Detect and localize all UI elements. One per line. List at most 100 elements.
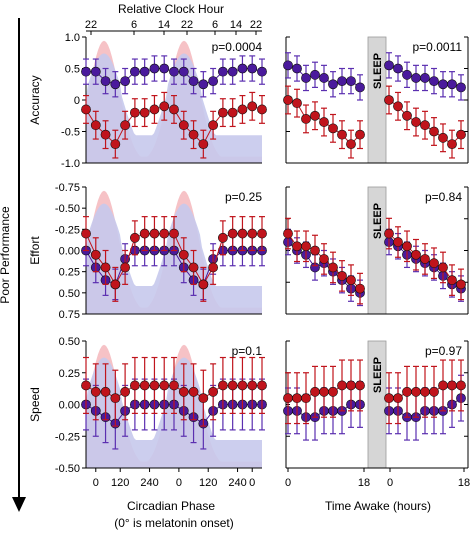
blue-series-point [319, 73, 329, 83]
top-tick-label: 22 [250, 19, 262, 31]
red-series-point [120, 120, 131, 131]
red-series-point [438, 132, 448, 143]
blue-series-point [227, 66, 238, 77]
red-series-point [208, 120, 219, 131]
red-series-point [178, 120, 189, 131]
y-tick-label: 0.25 [59, 368, 80, 380]
top-tick-label: 14 [158, 19, 170, 31]
top-tick-label: 22 [181, 19, 193, 31]
y-tick-label: -0.75 [55, 182, 80, 194]
red-series-point [188, 129, 199, 140]
x-tick-label: 0 [93, 477, 99, 489]
red-series-point [393, 237, 403, 247]
sleep-label: SLEEP [372, 357, 384, 393]
red-series-point [90, 386, 101, 397]
blue-series-point [237, 63, 248, 74]
red-series-point [178, 249, 189, 260]
red-series-point [247, 380, 258, 391]
y-tick-label: -0.25 [55, 224, 80, 236]
red-series-point [100, 129, 111, 140]
red-series-point [346, 380, 356, 391]
blue-series-point [447, 79, 457, 90]
right-x-axis-title: Time Awake (hours) [325, 499, 431, 513]
blue-series-point [328, 79, 338, 90]
blue-series-point [346, 76, 356, 86]
y-tick-label: -0.50 [55, 463, 80, 475]
x-tick-label: 240 [140, 477, 158, 489]
blue-series-point [337, 76, 347, 86]
top-clock-axis: 22 6 14 22 6 14 22 [85, 19, 262, 35]
red-series-point [169, 380, 179, 391]
red-series-point [257, 380, 267, 391]
red-series-point [420, 386, 430, 397]
blue-series-point [90, 66, 101, 77]
blue-series-point [217, 66, 228, 77]
red-series-point [81, 104, 91, 115]
red-series-point [328, 123, 338, 134]
red-series-point [346, 139, 356, 149]
red-series-point [169, 228, 179, 239]
blue-series-point [198, 79, 209, 90]
red-series-point [301, 114, 311, 124]
y-tick-label: -0.50 [55, 203, 80, 215]
blue-series-point [139, 66, 150, 77]
blue-series-point [402, 69, 412, 80]
x-tick-label: 0 [176, 477, 182, 489]
blue-series-point [100, 76, 111, 86]
p-value: p=0.97 [425, 344, 462, 358]
red-series-point [319, 254, 329, 264]
red-series-point [129, 232, 140, 243]
red-series-point [198, 139, 209, 149]
red-series-point [139, 228, 150, 239]
red-series-point [393, 101, 403, 112]
panel-effort-awake: SLEEP p=0.84 [283, 186, 469, 315]
red-series-point [355, 380, 365, 391]
red-series-point [129, 380, 140, 391]
melatonin-note: (0° is melatonin onset) [114, 516, 234, 530]
y-tick-label: 0.75 [59, 309, 80, 321]
p-value: p=0.25 [225, 190, 262, 204]
red-series-point [227, 228, 238, 239]
blue-series-point [81, 66, 91, 77]
red-series-point [159, 228, 170, 239]
top-tick-label: 6 [212, 19, 218, 31]
blue-series-point [169, 66, 179, 77]
p-value: p=0.84 [425, 190, 462, 204]
blue-series-point [292, 63, 302, 74]
red-series-point [301, 393, 311, 404]
red-series-point [456, 129, 466, 140]
red-series-point [139, 380, 150, 391]
red-series-point [198, 279, 209, 290]
x-tick-label: 120 [199, 477, 217, 489]
red-series-point [100, 386, 111, 397]
red-series-point [337, 129, 347, 140]
red-series-point [237, 228, 248, 239]
red-series-point [420, 254, 430, 264]
red-series-point [447, 275, 457, 286]
red-series-point [283, 95, 293, 105]
blue-series-point [178, 66, 189, 77]
sleep-label: SLEEP [372, 203, 384, 239]
red-series-point [402, 241, 412, 252]
red-series-point [355, 129, 365, 140]
panel-accuracy-phase: 1.0 0.5 0 -0.5 -1.0 Accuracy p=0.0004 [28, 32, 267, 170]
panel-speed-awake: SLEEP p=0.97 [283, 340, 469, 469]
blue-series-point [110, 79, 121, 90]
red-series-point [149, 380, 160, 391]
top-tick-label: 22 [85, 19, 97, 31]
red-series-point [319, 117, 329, 127]
red-series-point [169, 104, 179, 115]
red-series-point [217, 107, 228, 118]
red-series-point [159, 380, 170, 391]
red-series-point [411, 386, 421, 397]
red-series-point [257, 228, 267, 239]
y-tick-label: 0.50 [59, 288, 80, 300]
blue-series-point [393, 63, 403, 74]
blue-series-point [149, 63, 160, 74]
blue-series-point [257, 66, 267, 77]
red-series-point [188, 262, 199, 273]
red-series-point [456, 279, 466, 290]
red-series-point [81, 228, 91, 239]
red-series-point [198, 393, 209, 404]
y-tick-label: -0.5 [61, 127, 80, 139]
